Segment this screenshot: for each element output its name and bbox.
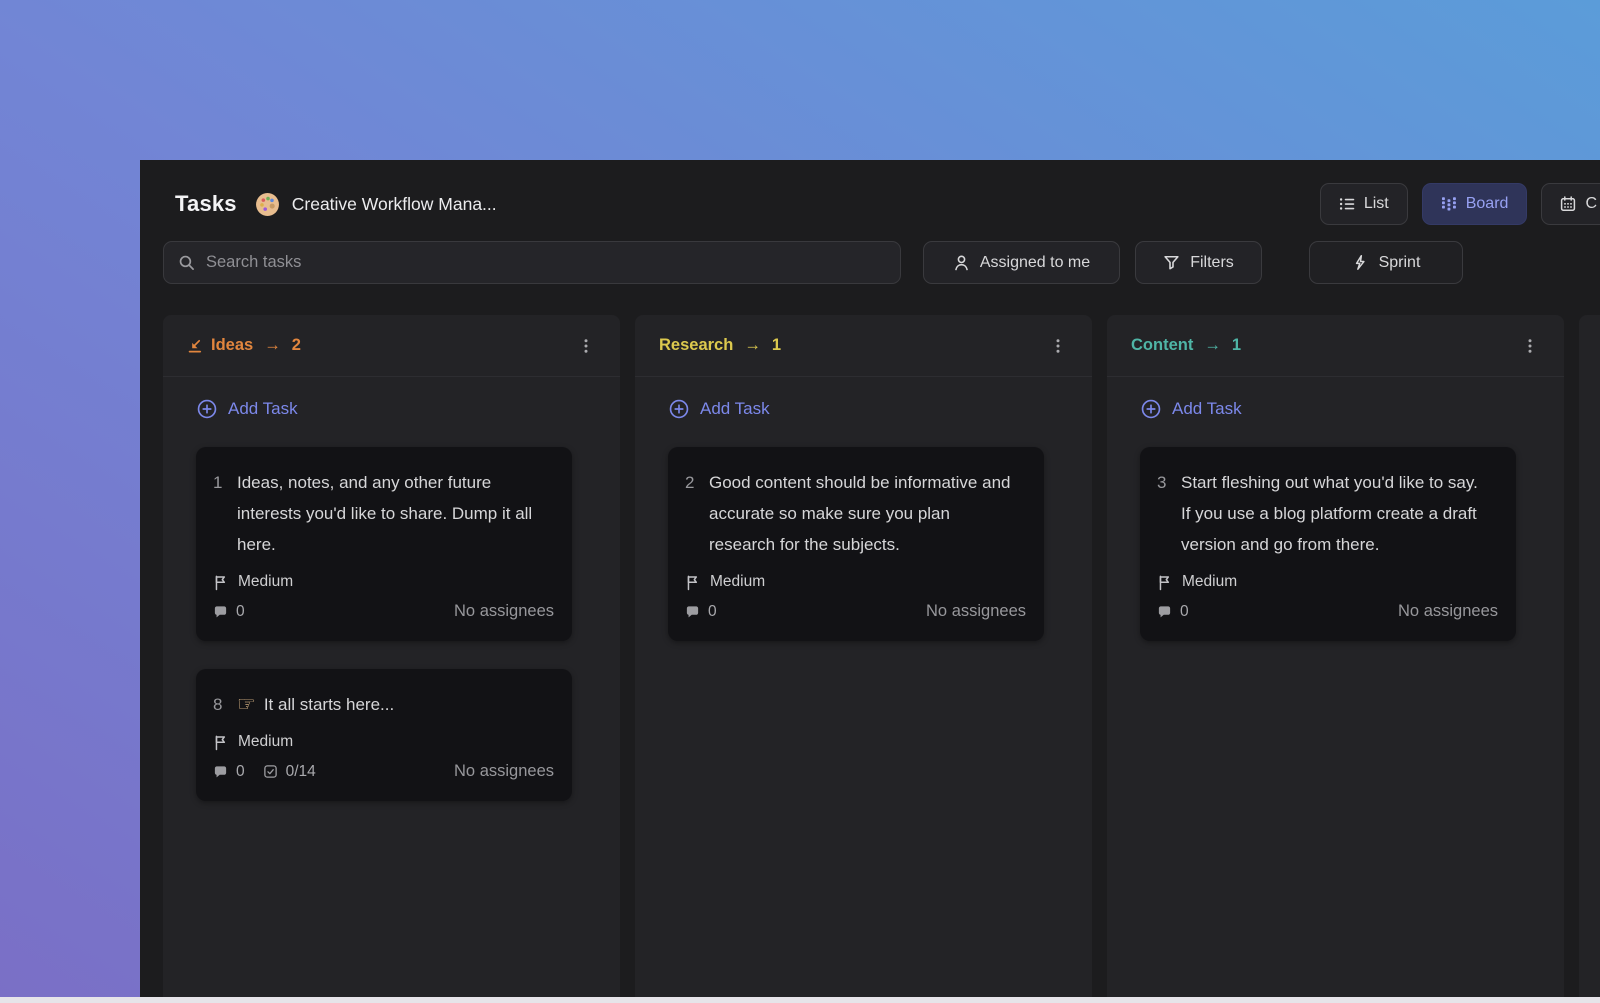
add-task-button[interactable]: Add Task: [669, 399, 1092, 419]
column-name: Content: [1131, 336, 1194, 354]
flag-icon: [685, 574, 700, 591]
lightning-icon: [1352, 254, 1369, 271]
task-number: 3: [1157, 473, 1167, 492]
plus-circle-icon: [1141, 399, 1161, 419]
task-card[interactable]: 1 Ideas, notes, and any other future int…: [196, 447, 572, 641]
column-menu-kebab-icon[interactable]: [1046, 334, 1070, 358]
priority-label: Medium: [1182, 573, 1238, 590]
column-menu-kebab-icon[interactable]: [1518, 334, 1542, 358]
flag-icon: [213, 574, 228, 591]
sprint-button[interactable]: Sprint: [1309, 241, 1463, 284]
comment-count: 0: [708, 602, 717, 620]
column-header[interactable]: Research → 1: [635, 315, 1092, 377]
page-title: Tasks: [175, 191, 237, 216]
comment-count: 0: [236, 602, 245, 620]
backlog-status-icon: [187, 338, 203, 354]
priority-row: Medium: [1157, 573, 1498, 591]
search-input[interactable]: [206, 253, 886, 272]
comments: 0: [213, 763, 245, 781]
task-card[interactable]: 2 Good content should be informative and…: [668, 447, 1044, 641]
search-bar[interactable]: [163, 241, 901, 284]
board-view-button[interactable]: Board: [1421, 183, 1528, 225]
list-icon: [1339, 196, 1355, 212]
add-task-button[interactable]: Add Task: [197, 399, 620, 419]
task-title: Ideas, notes, and any other future inter…: [237, 473, 533, 554]
column-count: 1: [771, 336, 781, 354]
arrow-icon: →: [744, 336, 761, 354]
comments: 0: [685, 603, 717, 621]
flag-icon: [213, 734, 228, 751]
kanban-board: Ideas → 2 Add Task 1 Ideas, notes, and a…: [163, 315, 1600, 997]
task-number: 2: [685, 473, 695, 492]
funnel-icon: [1163, 254, 1180, 271]
pointing-finger-emoji: ☞: [237, 692, 256, 716]
column-content: Content → 1 Add Task 3 Start fleshing ou…: [1107, 315, 1564, 997]
palette-icon: [255, 192, 280, 217]
assignees-label: No assignees: [454, 602, 554, 620]
comment-icon: [685, 604, 700, 619]
comment-icon: [1157, 604, 1172, 619]
workspace-name: Creative Workflow Mana...: [291, 193, 497, 214]
task-title: Start fleshing out what you'd like to sa…: [1181, 473, 1478, 554]
column-research: Research → 1 Add Task 2 Good content sho…: [635, 315, 1092, 997]
task-card[interactable]: 3 Start fleshing out what you'd like to …: [1140, 447, 1516, 641]
header: Tasks Creative Workflow Mana... List Boa…: [163, 182, 1600, 226]
assignees-label: No assignees: [454, 762, 554, 780]
priority-label: Medium: [238, 573, 294, 590]
assigned-to-me-button[interactable]: Assigned to me: [923, 241, 1120, 284]
task-title: It all starts here...: [263, 695, 395, 714]
assignees-label: No assignees: [1398, 602, 1498, 620]
priority-label: Medium: [238, 733, 294, 750]
add-task-button[interactable]: Add Task: [1141, 399, 1564, 419]
priority-label: Medium: [710, 573, 766, 590]
arrow-icon: →: [264, 336, 281, 354]
column-name: Research: [659, 336, 734, 354]
column-menu-kebab-icon[interactable]: [574, 334, 598, 358]
list-view-button[interactable]: List: [1319, 183, 1408, 225]
plus-circle-icon: [669, 399, 689, 419]
toolbar: Assigned to me Filters Sprint: [163, 241, 1600, 284]
flag-icon: [1157, 574, 1172, 591]
person-icon: [953, 254, 970, 271]
column-count: 1: [1231, 336, 1242, 354]
column-sliver: [1579, 315, 1600, 997]
filters-button[interactable]: Filters: [1135, 241, 1262, 284]
task-title: Good content should be informative and a…: [709, 473, 1011, 554]
column-header[interactable]: Ideas → 2: [163, 315, 620, 377]
search-icon: [178, 254, 195, 271]
checkbox-icon: [263, 764, 278, 779]
task-number: 8: [213, 695, 223, 714]
priority-row: Medium: [213, 573, 554, 591]
comment-icon: [213, 604, 228, 619]
checklist: 0/14: [263, 763, 316, 781]
comment-count: 0: [1180, 602, 1189, 620]
priority-row: Medium: [213, 733, 554, 751]
comment-icon: [213, 764, 228, 779]
plus-circle-icon: [197, 399, 217, 419]
arrow-icon: →: [1204, 336, 1221, 354]
app-window: Tasks Creative Workflow Mana... List Boa…: [140, 160, 1600, 997]
priority-row: Medium: [685, 573, 1026, 591]
column-count: 2: [291, 336, 301, 354]
task-card[interactable]: 8 ☞ It all starts here... Medium 0 0/14: [196, 669, 572, 801]
assignees-label: No assignees: [926, 602, 1026, 620]
bottom-edge-strip: [0, 997, 1600, 1003]
comments: 0: [213, 603, 245, 621]
column-header[interactable]: Content → 1: [1107, 315, 1564, 377]
comment-count: 0: [236, 762, 245, 780]
checklist-count: 0/14: [285, 762, 316, 780]
task-number: 1: [213, 473, 223, 492]
workspace: Creative Workflow Mana...: [255, 192, 497, 217]
comments: 0: [1157, 603, 1189, 621]
view-switcher: List Board C: [1319, 183, 1600, 225]
calendar-view-button[interactable]: C: [1541, 183, 1600, 225]
column-name: Ideas: [211, 336, 254, 354]
calendar-icon: [1560, 196, 1576, 212]
column-ideas: Ideas → 2 Add Task 1 Ideas, notes, and a…: [163, 315, 620, 997]
board-icon: [1441, 196, 1457, 212]
